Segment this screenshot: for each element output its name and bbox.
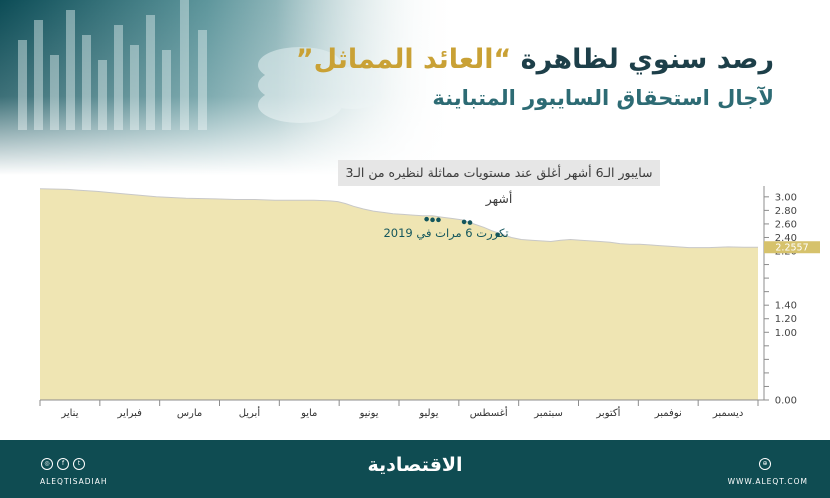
footer-bar <box>0 440 830 498</box>
hero-image <box>0 0 460 175</box>
instagram-icon[interactable]: ◎ <box>41 458 53 470</box>
equal-yield-marker <box>467 220 473 225</box>
page-title: رصد سنوي لظاهرة “العائد المماثل” <box>254 44 774 75</box>
annotation-label: تكررت 6 مرات في 2019 <box>383 226 508 241</box>
facebook-icon[interactable]: f <box>57 458 69 470</box>
y-tick-label: 1.00 <box>775 328 797 339</box>
equal-yield-marker <box>424 216 429 222</box>
x-tick-label: يناير <box>60 408 78 419</box>
y-tick-label: 2.60 <box>775 219 797 230</box>
x-tick-label: يونيو <box>359 408 379 419</box>
title-text: رصد سنوي لظاهرة <box>511 44 774 75</box>
equal-yield-marker <box>436 217 441 223</box>
x-tick-label: أبريل <box>239 406 261 419</box>
y-tick-label: 2.40 <box>775 233 797 244</box>
y-tick-label: 0.00 <box>775 396 797 407</box>
last-value-label: 2.2557 <box>775 243 808 254</box>
equal-yield-marker <box>461 219 467 225</box>
last-value-tag <box>764 241 820 254</box>
x-tick-label: مايو <box>300 408 317 419</box>
chart-caption: سايبور الـ6 أشهر أغلق عند مستويات مماثلة… <box>338 160 660 206</box>
page-subtitle: لآجال استحقاق السايبور المتباينة <box>432 86 774 110</box>
y-tick-label: 3.00 <box>775 192 797 203</box>
finance-background-graphic <box>0 0 460 175</box>
x-tick-label: سبتمبر <box>533 408 563 419</box>
website-link[interactable]: WWW.ALEQT.COM <box>727 477 808 486</box>
x-tick-label: مارس <box>177 408 202 419</box>
x-tick-label: يوليو <box>418 408 438 419</box>
x-tick-label: ديسمبر <box>712 408 743 419</box>
x-tick-label: أغسطس <box>470 406 508 419</box>
equal-yield-marker <box>430 217 435 223</box>
globe-icon[interactable]: ⊕ <box>759 458 771 470</box>
y-tick-label: 1.40 <box>775 301 797 312</box>
x-tick-label: أكتوبر <box>595 406 620 419</box>
saibor-chart: 0.001.001.201.402.202.402.602.803.00يناي… <box>39 186 820 419</box>
social-handle[interactable]: ALEQTISADIAH <box>40 477 108 486</box>
title-accent: “العائد المماثل” <box>295 44 512 75</box>
y-tick-label: 2.80 <box>775 206 797 217</box>
series-line <box>39 188 758 249</box>
x-tick-label: نوفمبر <box>654 408 682 419</box>
equal-yield-marker <box>495 232 500 238</box>
series-area <box>40 188 758 400</box>
x-tick-label: فبراير <box>117 408 143 419</box>
brand-logo: الاقتصادية <box>367 454 463 476</box>
y-tick-label: 1.20 <box>775 314 797 325</box>
twitter-icon[interactable]: t <box>73 458 85 470</box>
